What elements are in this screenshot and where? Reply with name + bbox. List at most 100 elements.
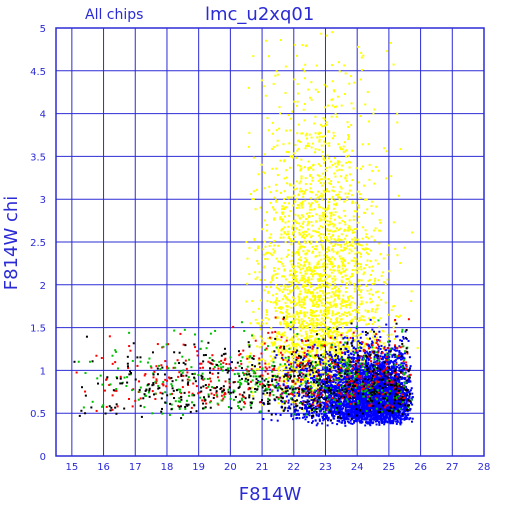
scatter-point xyxy=(289,315,291,317)
scatter-point xyxy=(376,360,378,362)
scatter-point xyxy=(354,309,356,311)
scatter-point xyxy=(281,380,283,382)
scatter-point xyxy=(298,316,300,318)
scatter-point xyxy=(326,215,328,217)
scatter-point xyxy=(333,214,335,216)
scatter-point xyxy=(284,202,286,204)
scatter-point xyxy=(362,238,364,240)
scatter-point xyxy=(328,233,330,235)
scatter-point xyxy=(329,166,331,168)
scatter-point xyxy=(299,141,301,143)
scatter-point xyxy=(258,368,260,370)
scatter-point xyxy=(346,284,348,286)
scatter-point xyxy=(297,262,299,264)
scatter-point xyxy=(299,225,301,227)
scatter-point xyxy=(313,384,315,386)
scatter-point xyxy=(316,245,318,247)
scatter-point xyxy=(326,285,328,287)
scatter-point xyxy=(308,317,310,319)
scatter-point xyxy=(387,314,389,316)
scatter-point xyxy=(298,301,300,303)
scatter-point xyxy=(318,175,320,177)
scatter-point xyxy=(348,311,350,313)
scatter-point xyxy=(321,314,323,316)
scatter-point xyxy=(322,298,324,300)
scatter-point xyxy=(294,272,296,274)
scatter-point xyxy=(326,35,328,37)
scatter-point xyxy=(368,120,370,122)
scatter-point xyxy=(330,318,332,320)
scatter-point xyxy=(276,297,278,299)
scatter-point xyxy=(295,221,297,223)
scatter-point xyxy=(380,348,382,350)
scatter-point xyxy=(299,346,301,348)
scatter-point xyxy=(334,343,336,345)
scatter-point xyxy=(309,320,311,322)
scatter-point xyxy=(274,301,276,303)
scatter-point xyxy=(375,311,377,313)
scatter-point xyxy=(323,162,325,164)
scatter-point xyxy=(324,208,326,210)
scatter-point xyxy=(253,337,255,339)
scatter-point xyxy=(382,271,384,273)
scatter-point xyxy=(308,212,310,214)
scatter-point xyxy=(314,208,316,210)
scatter-point xyxy=(350,75,352,77)
scatter-point xyxy=(279,311,281,313)
scatter-point xyxy=(283,320,285,322)
scatter-point xyxy=(262,323,264,325)
scatter-point xyxy=(361,57,363,59)
scatter-point xyxy=(280,39,282,41)
scatter-point xyxy=(342,261,344,263)
scatter-point xyxy=(311,191,313,193)
scatter-point xyxy=(319,329,321,331)
x-axis-label: F814W xyxy=(239,484,302,505)
scatter-point xyxy=(310,81,312,83)
scatter-point xyxy=(326,255,328,257)
scatter-point xyxy=(309,344,311,346)
scatter-point xyxy=(315,248,317,250)
scatter-point xyxy=(323,233,325,235)
scatter-point xyxy=(349,244,351,246)
scatter-point xyxy=(326,251,328,253)
scatter-point xyxy=(323,258,325,260)
scatter-point xyxy=(311,252,313,254)
scatter-point xyxy=(308,411,310,413)
scatter-point xyxy=(299,304,301,306)
scatter-point xyxy=(245,241,247,243)
scatter-point xyxy=(349,276,351,278)
scatter-point xyxy=(307,169,309,171)
scatter-point xyxy=(350,124,352,126)
scatter-point xyxy=(248,273,250,275)
scatter-point xyxy=(327,424,329,426)
scatter-point xyxy=(292,157,294,159)
scatter-point xyxy=(393,326,395,328)
scatter-point xyxy=(328,142,330,144)
scatter-point xyxy=(300,259,302,261)
scatter-point xyxy=(355,243,357,245)
scatter-point xyxy=(292,322,294,324)
scatter-point xyxy=(401,340,403,342)
scatter-point xyxy=(288,281,290,283)
scatter-point xyxy=(293,334,295,336)
scatter-point xyxy=(299,217,301,219)
scatter-point xyxy=(305,273,307,275)
scatter-point xyxy=(394,349,396,351)
scatter-point xyxy=(302,68,304,70)
scatter-point xyxy=(346,199,348,201)
scatter-point xyxy=(298,124,300,126)
scatter-point xyxy=(299,293,301,295)
scatter-point xyxy=(341,422,343,424)
scatter-point xyxy=(286,337,288,339)
scatter-point xyxy=(275,199,277,201)
scatter-point xyxy=(307,143,309,145)
scatter-point xyxy=(371,213,373,215)
scatter-point xyxy=(296,207,298,209)
scatter-point xyxy=(378,326,380,328)
scatter-point xyxy=(302,265,304,267)
scatter-point xyxy=(363,272,365,274)
scatter-point xyxy=(411,387,413,389)
scatter-point xyxy=(314,151,316,153)
scatter-point xyxy=(344,223,346,225)
scatter-point xyxy=(299,234,301,236)
